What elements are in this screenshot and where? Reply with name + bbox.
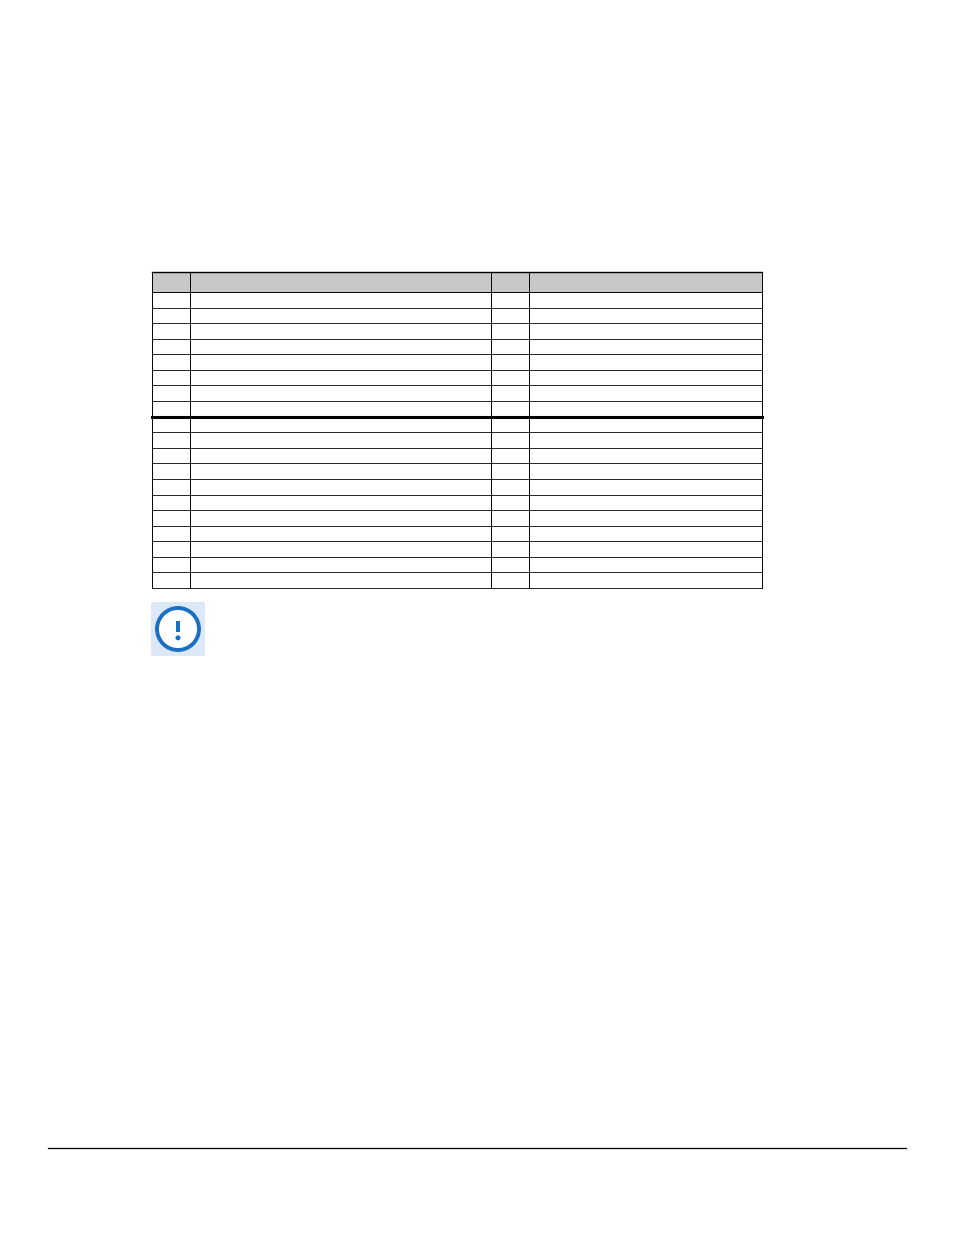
Bar xyxy=(175,621,180,632)
Circle shape xyxy=(175,635,180,640)
Bar xyxy=(152,272,761,291)
Circle shape xyxy=(157,608,199,650)
FancyBboxPatch shape xyxy=(151,601,205,656)
